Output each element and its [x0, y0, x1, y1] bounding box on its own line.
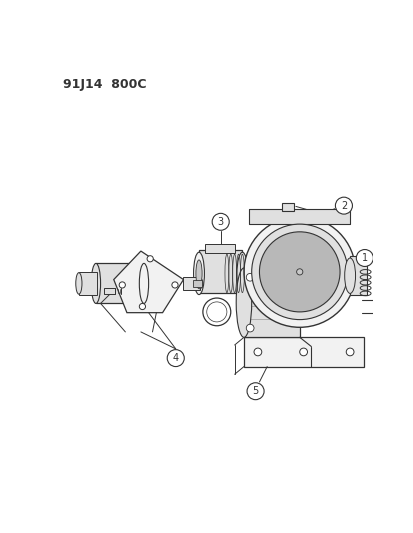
Circle shape	[345, 348, 353, 356]
Ellipse shape	[344, 258, 355, 294]
Bar	[79, 272, 97, 295]
Circle shape	[335, 197, 351, 214]
Circle shape	[296, 269, 302, 275]
Circle shape	[243, 216, 355, 327]
Circle shape	[259, 232, 339, 312]
Text: 2: 2	[340, 200, 346, 211]
Ellipse shape	[236, 268, 251, 337]
Ellipse shape	[139, 263, 148, 303]
Circle shape	[247, 383, 263, 400]
Bar	[243, 337, 363, 367]
Circle shape	[139, 303, 145, 310]
Circle shape	[299, 348, 307, 356]
Ellipse shape	[193, 252, 204, 295]
Circle shape	[376, 309, 384, 317]
Circle shape	[251, 224, 347, 320]
Bar	[205, 244, 234, 253]
Text: 4: 4	[172, 353, 178, 363]
Bar	[104, 288, 115, 294]
Circle shape	[246, 273, 254, 281]
Circle shape	[119, 282, 125, 288]
Bar	[281, 203, 294, 211]
Circle shape	[171, 282, 178, 288]
Circle shape	[167, 350, 184, 367]
Ellipse shape	[91, 263, 100, 303]
Bar	[182, 277, 199, 289]
Bar	[192, 280, 202, 287]
Bar	[199, 251, 242, 293]
Text: 1: 1	[361, 253, 367, 263]
Ellipse shape	[196, 278, 202, 289]
Circle shape	[212, 213, 229, 230]
Circle shape	[356, 249, 373, 266]
Text: 91J14  800C: 91J14 800C	[63, 78, 147, 91]
Text: 3: 3	[217, 217, 223, 227]
Text: 5: 5	[252, 386, 258, 396]
Ellipse shape	[195, 260, 202, 287]
Circle shape	[246, 324, 254, 332]
Bar	[249, 209, 349, 224]
Ellipse shape	[76, 273, 82, 294]
Circle shape	[147, 256, 153, 262]
Polygon shape	[114, 251, 183, 313]
Bar	[243, 268, 299, 337]
Ellipse shape	[236, 252, 247, 295]
Bar	[349, 256, 366, 295]
Bar	[96, 263, 144, 303]
Circle shape	[254, 348, 261, 356]
